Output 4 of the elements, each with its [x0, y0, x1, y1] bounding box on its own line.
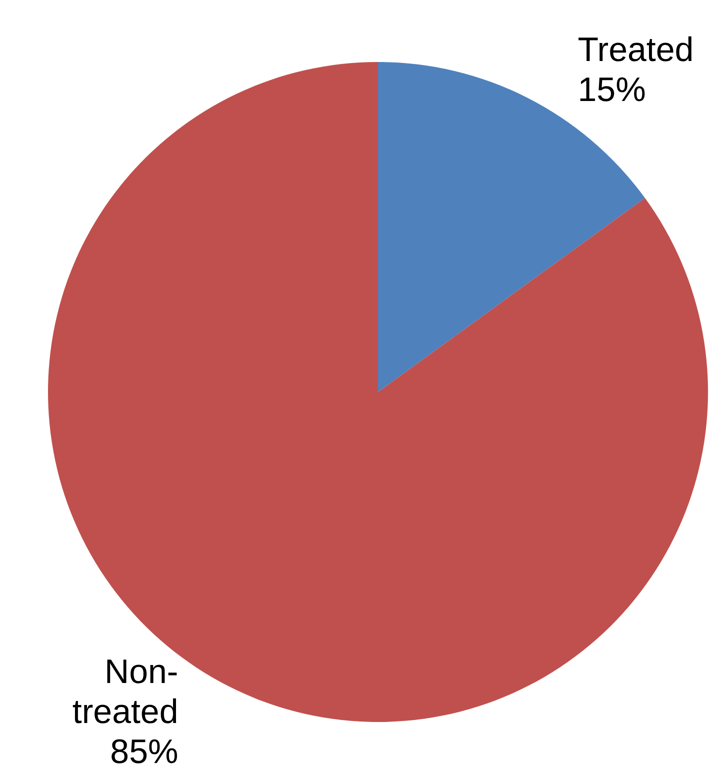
slice-label: Treated	[578, 31, 694, 70]
data-label: 15%	[578, 71, 646, 110]
slice-label: Non-treated	[72, 652, 178, 731]
data-label: 85%	[110, 732, 178, 771]
